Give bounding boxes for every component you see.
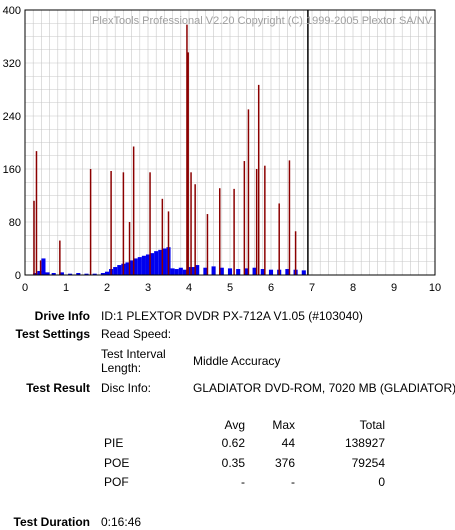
stats-row-total: 138927 <box>344 436 385 450</box>
y-tick-label: 0 <box>15 270 21 282</box>
pie-bar <box>41 258 46 275</box>
pie-bar <box>37 271 42 275</box>
stats-row-avg: 0.62 <box>221 436 245 450</box>
pie-bar <box>252 267 257 275</box>
pie-bar <box>84 273 89 275</box>
test-duration-label: Test Duration <box>13 515 90 529</box>
stats-row-name: POE <box>104 456 130 470</box>
pie-bar <box>170 268 175 275</box>
stats-header-max: Max <box>272 418 295 432</box>
x-tick-label: 5 <box>227 282 233 294</box>
pie-bar <box>100 273 105 275</box>
pie-bar <box>268 269 274 275</box>
stats-header-total: Total <box>359 418 385 432</box>
x-axis-ticks: 0 1 2 3 4 5 6 7 8 9 10 <box>22 282 441 294</box>
pie-bar <box>104 271 110 275</box>
read-speed-label: Read Speed: <box>101 327 172 341</box>
x-tick-label: 9 <box>391 282 397 294</box>
chart-title: PlexTools Professional V2.20 Copyright (… <box>92 15 433 27</box>
disc-info-label: Disc Info: <box>101 381 152 395</box>
pie-bar <box>133 258 138 275</box>
pie-bar <box>195 265 200 275</box>
pie-bar <box>137 257 142 275</box>
chart-grid <box>24 9 436 276</box>
interval-value: Middle Accuracy <box>193 354 281 368</box>
stats-row-max: 376 <box>274 456 295 470</box>
disc-info-value: GLADIATOR DVD-ROM, 7020 MB (GLADIATOR) <box>193 381 455 395</box>
stats-row-name: POF <box>104 475 129 489</box>
drive-info-value: ID:1 PLEXTOR DVDR PX-712A V1.05 (#103040… <box>101 309 363 323</box>
pie-bar <box>174 269 179 275</box>
test-duration-value: 0:16:46 <box>101 515 142 529</box>
pie-bar <box>236 269 241 275</box>
stats-row-avg: - <box>241 475 245 489</box>
x-tick-label: 10 <box>429 282 441 294</box>
stats-row-avg: 0.35 <box>221 456 245 470</box>
pie-bar <box>211 266 216 275</box>
pie-bar <box>59 272 64 275</box>
x-tick-label: 6 <box>268 282 274 294</box>
pie-bar <box>150 253 155 275</box>
stats-row-total: 79254 <box>351 456 385 470</box>
x-tick-label: 7 <box>309 282 315 294</box>
interval-label-line2: Length: <box>101 361 142 375</box>
x-tick-label: 1 <box>63 282 69 294</box>
pie-bar <box>244 268 249 275</box>
pie-bar <box>162 248 167 275</box>
error-chart: PlexTools Professional V2.20 Copyright (… <box>3 5 441 294</box>
pie-bar <box>203 267 208 275</box>
test-result-label: Test Result <box>26 381 90 395</box>
stats-row-max: - <box>291 475 295 489</box>
stats-row-name: PIE <box>104 436 124 450</box>
pie-bar <box>117 265 122 275</box>
pie-bar <box>125 262 130 275</box>
x-tick-label: 3 <box>145 282 151 294</box>
plot-border <box>24 9 436 276</box>
pie-bar <box>260 269 265 275</box>
pie-bar <box>301 270 306 275</box>
y-tick-label: 400 <box>3 5 21 17</box>
pie-bar <box>182 269 187 275</box>
y-tick-label: 320 <box>3 58 21 70</box>
stats-row-total: 0 <box>378 475 385 489</box>
pie-bar <box>186 267 192 275</box>
pie-bar <box>113 267 118 275</box>
pie-bar <box>51 273 56 275</box>
pie-bar <box>178 267 183 275</box>
y-tick-label: 80 <box>9 217 21 229</box>
x-tick-label: 8 <box>350 282 356 294</box>
test-settings-label: Test Settings <box>15 327 90 341</box>
y-tick-label: 160 <box>3 164 21 176</box>
y-tick-label: 240 <box>3 111 21 123</box>
pie-bar <box>141 255 146 275</box>
pie-bar <box>219 267 224 275</box>
x-tick-label: 2 <box>104 282 110 294</box>
pie-bar <box>33 273 38 275</box>
pie-bar <box>68 273 73 275</box>
pie-bar <box>45 272 50 275</box>
pie-bar <box>191 267 196 275</box>
interval-label-line1: Test Interval <box>101 347 166 361</box>
pie-bar <box>285 269 290 275</box>
stats-header-avg: Avg <box>224 418 245 432</box>
pie-bar <box>76 273 81 275</box>
poe-series <box>33 24 297 275</box>
x-tick-label: 0 <box>22 282 28 294</box>
pie-bar <box>158 249 163 275</box>
y-axis-ticks: 0 80 160 240 320 400 <box>3 5 21 282</box>
pie-bar <box>145 254 151 275</box>
drive-info-label: Drive Info <box>34 309 90 323</box>
stats-row-max: 44 <box>281 436 295 450</box>
pie-bar <box>154 251 159 275</box>
pie-bar <box>129 260 134 275</box>
x-tick-label: 4 <box>186 282 192 294</box>
pie-bar <box>92 273 97 275</box>
pie-bar <box>227 268 233 275</box>
